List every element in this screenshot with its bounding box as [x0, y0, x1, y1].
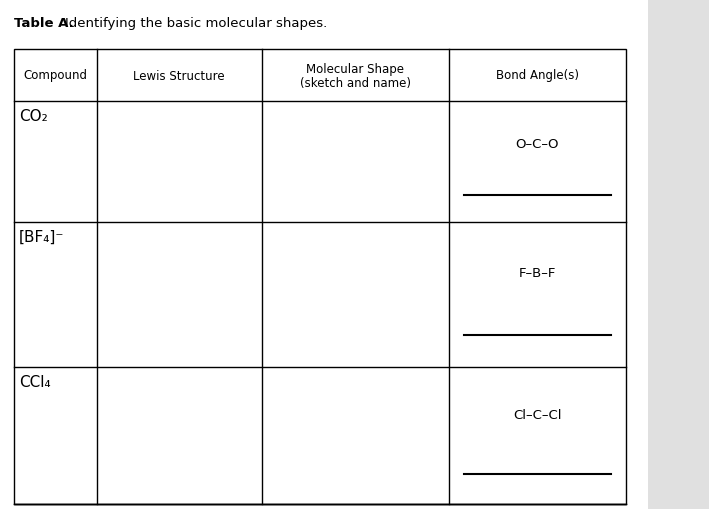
Text: Compound: Compound — [23, 69, 87, 82]
Text: Table A.: Table A. — [14, 17, 74, 30]
Text: Bond Angle(s): Bond Angle(s) — [496, 69, 579, 82]
Bar — [648, 0, 709, 509]
Text: (sketch and name): (sketch and name) — [300, 76, 411, 89]
Text: Cl–C–Cl: Cl–C–Cl — [513, 409, 562, 421]
Text: [BF₄]⁻: [BF₄]⁻ — [19, 230, 65, 244]
Text: F–B–F: F–B–F — [518, 267, 556, 279]
Text: CCl₄: CCl₄ — [19, 374, 50, 389]
Text: Lewis Structure: Lewis Structure — [133, 69, 225, 82]
Text: O–C–O: O–C–O — [515, 137, 559, 151]
Text: Molecular Shape: Molecular Shape — [306, 63, 404, 75]
Text: CO₂: CO₂ — [19, 109, 48, 124]
Text: Identifying the basic molecular shapes.: Identifying the basic molecular shapes. — [65, 17, 328, 30]
Bar — [14, 50, 626, 504]
